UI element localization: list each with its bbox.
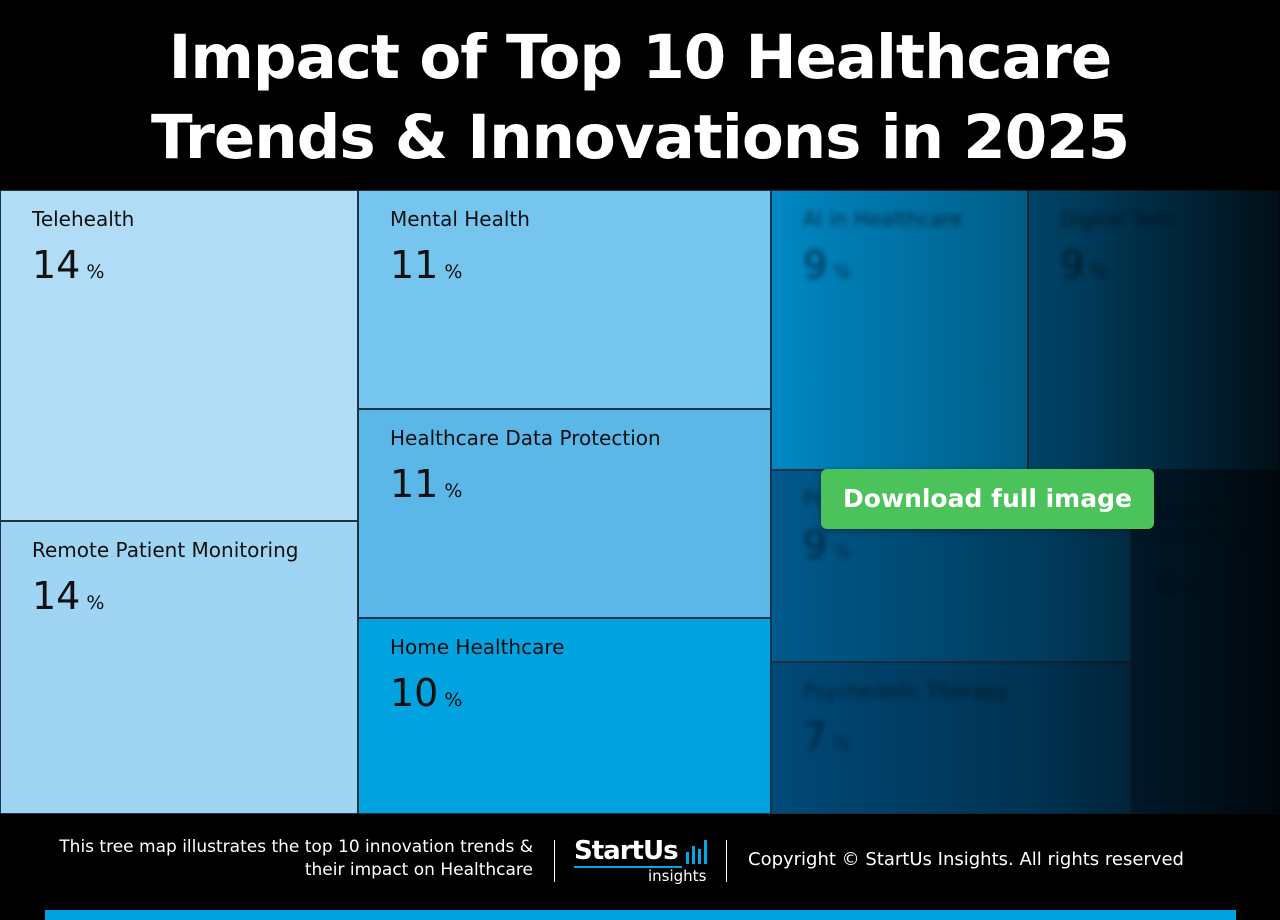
footer-caption-line-2: their impact on Healthcare (304, 860, 533, 880)
treemap-tile: Healthcare Data Protection 11% (358, 409, 771, 618)
copyright-text: Copyright © StartUs Insights. All rights… (748, 849, 1184, 870)
logo-subtitle: insights (648, 867, 707, 885)
treemap-tile-value: 7% (803, 715, 851, 759)
treemap-value-unit: % (1183, 577, 1202, 599)
treemap-value-number: 9 (803, 523, 828, 567)
treemap-tile: Mental Health 11% (358, 190, 771, 409)
treemap-tile: Telehealth 14% (0, 190, 358, 521)
bar-chart-icon (686, 840, 707, 864)
treemap-tile-label: AI in Healthcare (803, 207, 963, 231)
treemap-tile-value: 9% (803, 523, 851, 567)
treemap-value-unit: % (444, 689, 463, 711)
treemap-value-number: 11 (390, 243, 439, 287)
startus-insights-logo[interactable]: StartUs insights (574, 836, 714, 886)
treemap-value-number: 10 (390, 671, 439, 715)
treemap-tile-label: Healthcare Data Protection (390, 426, 661, 450)
treemap-value-unit: % (444, 480, 463, 502)
title-line-1: Impact of Top 10 Healthcare (168, 22, 1113, 93)
treemap-value-unit: % (833, 733, 852, 755)
treemap-value-number: 7 (803, 715, 828, 759)
page-title: Impact of Top 10 Healthcare Trends & Inn… (0, 18, 1280, 178)
bottom-accent-strip (45, 910, 1236, 920)
treemap-value-unit: % (833, 261, 852, 283)
treemap-value-unit: % (86, 592, 105, 614)
treemap-tile: Psychedelic Therapy 7% (771, 662, 1131, 814)
footer-divider-right (726, 840, 727, 882)
treemap-value-number: 14 (32, 243, 81, 287)
treemap-value-number: 9 (1060, 243, 1085, 287)
treemap-tile-value: 6% (1156, 563, 1202, 603)
treemap-value-number: 11 (390, 462, 439, 506)
treemap-tile-value: 11% (390, 462, 462, 506)
footer-caption-line-1: This tree map illustrates the top 10 inn… (59, 837, 533, 857)
treemap-tile-value: 9% (1060, 243, 1108, 287)
footer-caption: This tree map illustrates the top 10 inn… (13, 836, 533, 882)
logo-underline (574, 866, 682, 868)
treemap-tile-label: Genetic Screening (1156, 499, 1256, 547)
treemap-tile-label: Psychedelic Therapy (803, 679, 1009, 703)
treemap-tile: AI in Healthcare 9% (771, 190, 1028, 470)
footer: This tree map illustrates the top 10 inn… (0, 814, 1280, 910)
logo-wordmark: StartUs (574, 836, 679, 866)
treemap-tile-label: Digital Twin (1060, 207, 1175, 231)
treemap-value-unit: % (86, 261, 105, 283)
treemap-tile-label: Home Healthcare (390, 635, 565, 659)
treemap-tile-label: Mental Health (390, 207, 530, 231)
treemap-tile: Remote Patient Monitoring 14% (0, 521, 358, 814)
treemap-value-unit: % (444, 261, 463, 283)
treemap-tile-value: 14% (32, 243, 104, 287)
treemap-tile: Home Healthcare 10% (358, 618, 771, 814)
title-line-2: Trends & Innovations in 2025 (150, 102, 1130, 173)
treemap-tile-value: 11% (390, 243, 462, 287)
treemap-tile-value: 14% (32, 574, 104, 618)
download-full-image-button[interactable]: Download full image (821, 469, 1154, 529)
treemap-tile-label: Remote Patient Monitoring (32, 538, 299, 562)
treemap-value-unit: % (833, 541, 852, 563)
treemap-value-unit: % (1090, 261, 1109, 283)
treemap-tile-label: Telehealth (32, 207, 135, 231)
treemap-tile: Digital Twin 9% (1028, 190, 1280, 470)
treemap-value-number: 6 (1156, 563, 1178, 603)
treemap-value-number: 9 (803, 243, 828, 287)
treemap-value-number: 14 (32, 574, 81, 618)
footer-divider-left (554, 840, 555, 882)
treemap-tile-value: 10% (390, 671, 462, 715)
treemap-tile-value: 9% (803, 243, 851, 287)
